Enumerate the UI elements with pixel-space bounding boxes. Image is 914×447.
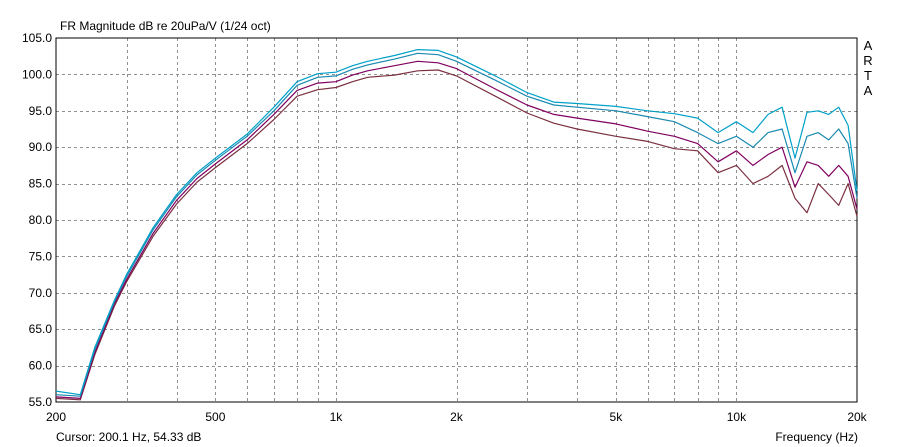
x-tick-label: 10k [727,410,747,424]
horizontal-grid [56,74,857,367]
series-line [55,60,858,399]
y-tick-label: 100.0 [22,67,52,81]
y-tick-label: 95.0 [29,104,53,118]
series-layer [55,48,858,401]
y-tick-label: 60.0 [29,359,53,373]
x-axis-label: Frequency (Hz) [775,430,858,444]
y-tick-label: 70.0 [29,286,53,300]
x-tick-label: 200 [46,410,66,424]
y-tick-label: 85.0 [29,177,53,191]
y-tick-label: 65.0 [29,322,53,336]
plot-frame [55,37,858,403]
chart-title: FR Magnitude dB re 20uPa/V (1/24 oct) [60,19,271,33]
series-line [55,48,858,396]
y-tick-label: 75.0 [29,249,53,263]
x-tick-label: 1k [330,410,344,424]
x-tick-label: 20k [847,410,867,424]
y-tick-label: 90.0 [29,140,53,154]
x-tick-label: 500 [205,410,225,424]
watermark-letter: R [863,53,872,68]
watermark-letter: T [864,68,872,83]
x-tick-label: 2k [450,410,464,424]
watermark-letter: A [864,83,873,98]
y-tick-labels: 55.0 60.0 65.0 70.0 75.0 80.0 85.0 90.0 95.0 100.… [22,31,52,409]
x-tick-labels: 200 500 1k 2k 5k 10k 20k [46,410,868,424]
y-tick-label: 105.0 [22,31,52,45]
series-line [55,69,858,401]
cursor-readout: Cursor: 200.1 Hz, 54.33 dB [56,430,201,444]
watermark-letter: A [864,38,873,53]
x-tick-label: 5k [610,410,624,424]
y-tick-label: 55.0 [29,395,53,409]
y-tick-label: 80.0 [29,213,53,227]
series-line [55,52,858,397]
